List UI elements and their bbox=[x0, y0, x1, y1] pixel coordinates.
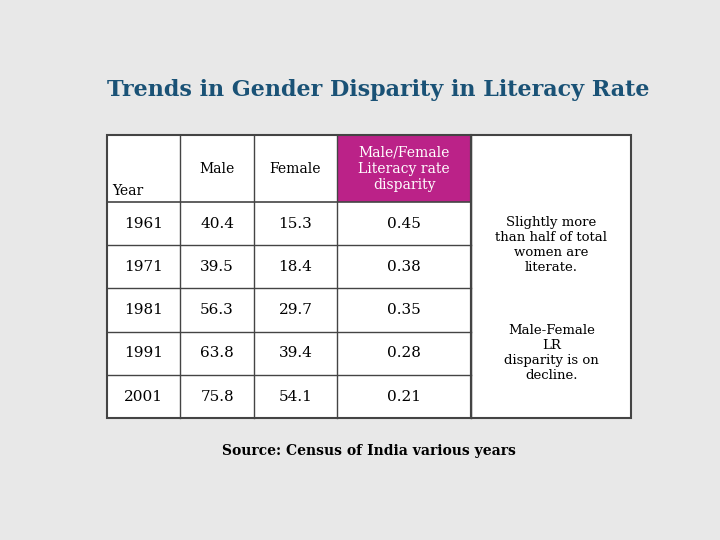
Text: 39.4: 39.4 bbox=[279, 346, 312, 360]
Text: 0.38: 0.38 bbox=[387, 260, 421, 274]
Text: 0.21: 0.21 bbox=[387, 389, 421, 403]
Text: 18.4: 18.4 bbox=[279, 260, 312, 274]
Text: 0.28: 0.28 bbox=[387, 346, 421, 360]
Text: 56.3: 56.3 bbox=[200, 303, 234, 317]
Text: 1991: 1991 bbox=[124, 346, 163, 360]
Text: 0.45: 0.45 bbox=[387, 217, 421, 231]
Text: Trends in Gender Disparity in Literacy Rate: Trends in Gender Disparity in Literacy R… bbox=[107, 79, 649, 102]
Text: Male/Female
Literacy rate
disparity: Male/Female Literacy rate disparity bbox=[359, 145, 450, 192]
Text: Male: Male bbox=[199, 161, 235, 176]
Text: 54.1: 54.1 bbox=[279, 389, 312, 403]
Text: Male-Female
LR
disparity is on
decline.: Male-Female LR disparity is on decline. bbox=[504, 325, 598, 382]
Text: 2001: 2001 bbox=[124, 389, 163, 403]
Text: 1961: 1961 bbox=[124, 217, 163, 231]
Text: 1971: 1971 bbox=[124, 260, 163, 274]
Text: Year: Year bbox=[112, 184, 143, 198]
Text: 0.35: 0.35 bbox=[387, 303, 421, 317]
Text: 15.3: 15.3 bbox=[279, 217, 312, 231]
Text: Source: Census of India various years: Source: Census of India various years bbox=[222, 444, 516, 458]
Text: 39.5: 39.5 bbox=[200, 260, 234, 274]
Text: 1981: 1981 bbox=[124, 303, 163, 317]
Text: 63.8: 63.8 bbox=[200, 346, 234, 360]
Text: Female: Female bbox=[270, 161, 321, 176]
Text: Slightly more
than half of total
women are
literate.: Slightly more than half of total women a… bbox=[495, 216, 607, 274]
Text: 29.7: 29.7 bbox=[279, 303, 312, 317]
Text: 40.4: 40.4 bbox=[200, 217, 234, 231]
Text: 75.8: 75.8 bbox=[200, 389, 234, 403]
